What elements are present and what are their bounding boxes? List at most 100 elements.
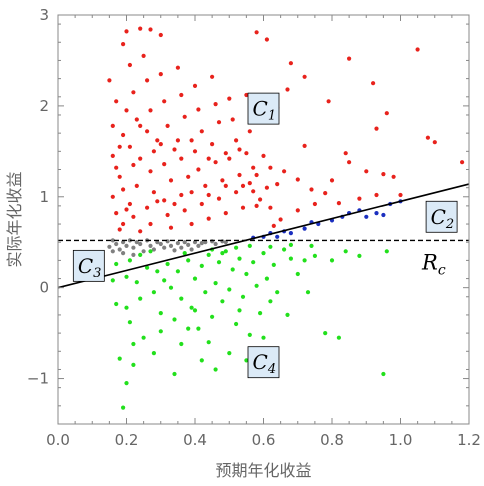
point-c4-79 <box>162 278 167 283</box>
x-tick-label-6: 1.2 <box>457 431 481 449</box>
point-c1-15 <box>374 126 379 131</box>
point-c3-12 <box>155 240 160 245</box>
point-c4-38 <box>244 271 249 277</box>
y-tick-label-1: 0 <box>39 279 49 297</box>
point-c1-136 <box>206 192 211 198</box>
point-c3-9 <box>138 241 143 247</box>
point-c4-89 <box>192 308 198 313</box>
point-c1-16 <box>384 111 389 116</box>
point-c1-125 <box>121 221 126 227</box>
point-c1-117 <box>364 169 369 174</box>
point-c1-123 <box>121 187 126 192</box>
point-c4-9 <box>127 258 132 263</box>
x-tick-label-1: 0.2 <box>115 431 139 449</box>
point-c1-133 <box>189 138 194 143</box>
point-c3-1 <box>110 238 115 243</box>
x-tick-label-5: 1.0 <box>389 431 413 449</box>
point-c4-4 <box>127 320 132 325</box>
point-c3-3 <box>117 247 122 252</box>
point-c1-28 <box>336 201 341 206</box>
point-c1-8 <box>302 74 307 79</box>
point-c1-98 <box>227 156 232 161</box>
point-c4-57 <box>336 335 341 340</box>
point-c4-70 <box>151 351 156 356</box>
point-c1-18 <box>425 135 430 140</box>
point-c4-52 <box>302 258 307 263</box>
point-c4-64 <box>179 341 184 347</box>
point-c1-90 <box>210 142 215 147</box>
point-c1-7 <box>288 61 293 66</box>
point-c1-131 <box>172 147 177 152</box>
point-c4-74 <box>206 340 211 345</box>
point-c1-21 <box>323 191 328 196</box>
point-c4-50 <box>288 256 293 261</box>
point-c1-14 <box>302 143 307 148</box>
point-c4-5 <box>114 301 119 307</box>
point-c4-10 <box>134 280 139 285</box>
point-c3-11 <box>148 243 153 248</box>
threshold-label: Rc <box>421 250 446 278</box>
point-c1-67 <box>162 198 167 203</box>
point-c1-95 <box>227 96 232 101</box>
point-c1-116 <box>343 151 348 156</box>
point-c3-29 <box>141 249 146 254</box>
point-c1-104 <box>244 151 249 156</box>
point-c1-51 <box>138 229 143 234</box>
region-label-c4: C4 <box>247 346 280 379</box>
point-c4-2 <box>117 356 122 361</box>
point-c1-130 <box>155 199 160 204</box>
y-tick-label-0: −1 <box>27 370 49 388</box>
point-c1-86 <box>206 216 211 221</box>
point-c4-58 <box>343 249 348 254</box>
point-c1-87 <box>210 74 215 79</box>
point-c4-30 <box>216 260 222 265</box>
point-c4-14 <box>155 269 160 274</box>
y-axis: −1 0 1 2 3 <box>27 6 469 425</box>
point-c1-97 <box>234 138 239 143</box>
point-c1-27 <box>357 196 362 201</box>
point-c4-61 <box>384 249 389 254</box>
svg-text:C1: C1 <box>253 97 277 124</box>
point-c1-110 <box>268 205 273 210</box>
point-c4-35 <box>234 321 239 327</box>
point-c1-74 <box>179 156 184 161</box>
point-c4-71 <box>172 371 177 377</box>
point-c4-28 <box>210 314 215 319</box>
point-c3-8 <box>134 240 139 245</box>
point-c1-29 <box>295 208 300 213</box>
point-c1-36 <box>114 99 119 104</box>
point-c1-57 <box>148 169 153 174</box>
point-c1-128 <box>138 123 143 128</box>
x-tick-label-0: 0.0 <box>46 431 70 449</box>
point-c4-84 <box>247 243 252 248</box>
x-tick-label-4: 0.8 <box>320 431 344 449</box>
point-c1-6 <box>264 37 269 42</box>
point-c4-6 <box>110 278 115 283</box>
point-c1-25 <box>295 177 300 182</box>
point-c4-49 <box>285 312 290 317</box>
point-c1-94 <box>223 211 228 216</box>
region-labels: C1 C2 C3 C4 <box>72 92 458 379</box>
point-c1-55 <box>145 129 150 134</box>
point-c1-88 <box>213 102 218 107</box>
point-c4-55 <box>323 331 328 336</box>
region-label-c3: C3 <box>72 249 105 282</box>
point-c1-69 <box>168 225 174 230</box>
point-c4-0 <box>121 405 126 410</box>
point-c1-9 <box>285 87 290 92</box>
point-c4-85 <box>268 244 273 249</box>
point-c1-60 <box>148 221 153 227</box>
point-c4-19 <box>175 269 180 274</box>
svg-text:C4: C4 <box>253 350 277 377</box>
point-c1-100 <box>234 190 239 195</box>
point-c4-13 <box>151 290 156 295</box>
point-c4-23 <box>192 276 198 281</box>
point-c3-19 <box>192 240 198 245</box>
point-c2-14 <box>374 211 379 216</box>
point-c4-51 <box>295 271 300 277</box>
point-c3-18 <box>186 242 191 247</box>
point-c1-111 <box>278 217 283 222</box>
point-c4-83 <box>220 251 225 256</box>
point-c4-18 <box>172 317 177 322</box>
